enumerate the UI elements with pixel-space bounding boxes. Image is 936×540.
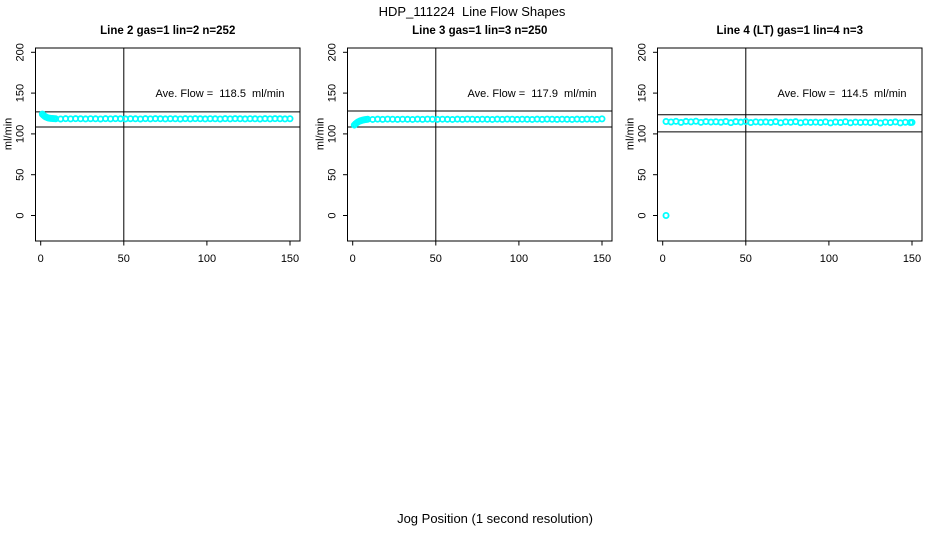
- average-flow-annotation: Ave. Flow = 118.5 ml/min: [156, 88, 285, 100]
- panel-line-2: 0 50 100 150 0 50 100 150 200 ml/min Line 2 gas=1 …: [3, 25, 301, 265]
- y-tick-label: 50: [327, 169, 339, 181]
- data-point: [662, 211, 670, 219]
- y-axis-label: ml/min: [3, 118, 15, 150]
- y-tick-label: 0: [637, 212, 649, 218]
- x-tick-label: 100: [510, 253, 528, 265]
- y-tick-label: 100: [327, 125, 339, 143]
- x-tick-label: 50: [430, 253, 442, 265]
- y-tick-label: 100: [637, 125, 649, 143]
- panel-title: Line 4 (LT) gas=1 lin=4 n=3: [717, 25, 863, 37]
- y-tick-label: 150: [327, 84, 339, 102]
- panel-line-3: 0 50 100 150 0 50 100 150 200 ml/min Line 3 gas=1 …: [315, 25, 613, 265]
- plot-box: [35, 47, 301, 242]
- plot-box: [657, 47, 923, 242]
- x-tick-label: 0: [660, 253, 666, 265]
- y-tick-label: 200: [15, 43, 27, 61]
- y-tick-label: 0: [15, 212, 27, 218]
- data-point: [908, 118, 916, 126]
- y-tick-label: 50: [15, 169, 27, 181]
- y-tick-label: 200: [327, 43, 339, 61]
- figure-title: HDP_111224 Line Flow Shapes: [379, 4, 566, 19]
- average-flow-annotation: Ave. Flow = 114.5 ml/min: [778, 88, 907, 100]
- x-axis-label: Jog Position (1 second resolution): [397, 511, 593, 526]
- panel-title: Line 3 gas=1 lin=3 n=250: [412, 25, 547, 37]
- x-tick-label: 0: [350, 253, 356, 265]
- x-tick-label: 0: [38, 253, 44, 265]
- data-point: [286, 115, 294, 123]
- data-point: [598, 115, 606, 123]
- x-tick-label: 150: [593, 253, 611, 265]
- panel-title: Line 2 gas=1 lin=2 n=252: [100, 25, 235, 37]
- y-tick-label: 100: [15, 125, 27, 143]
- x-tick-label: 100: [198, 253, 216, 265]
- y-tick-label: 0: [327, 212, 339, 218]
- y-axis-label: ml/min: [315, 118, 327, 150]
- y-tick-label: 150: [15, 84, 27, 102]
- x-tick-label: 50: [740, 253, 752, 265]
- y-axis-label: ml/min: [625, 118, 637, 150]
- x-tick-label: 100: [820, 253, 838, 265]
- x-tick-label: 150: [903, 253, 921, 265]
- y-tick-label: 50: [637, 169, 649, 181]
- x-tick-label: 50: [118, 253, 130, 265]
- y-tick-label: 200: [637, 43, 649, 61]
- average-flow-annotation: Ave. Flow = 117.9 ml/min: [468, 88, 597, 100]
- plot-box: [347, 47, 613, 242]
- y-tick-label: 150: [637, 84, 649, 102]
- panel-line-4: 0 50 100 150 0 50 100 150 200 ml/min Line 4 (LT) g…: [625, 25, 923, 265]
- x-tick-label: 150: [281, 253, 299, 265]
